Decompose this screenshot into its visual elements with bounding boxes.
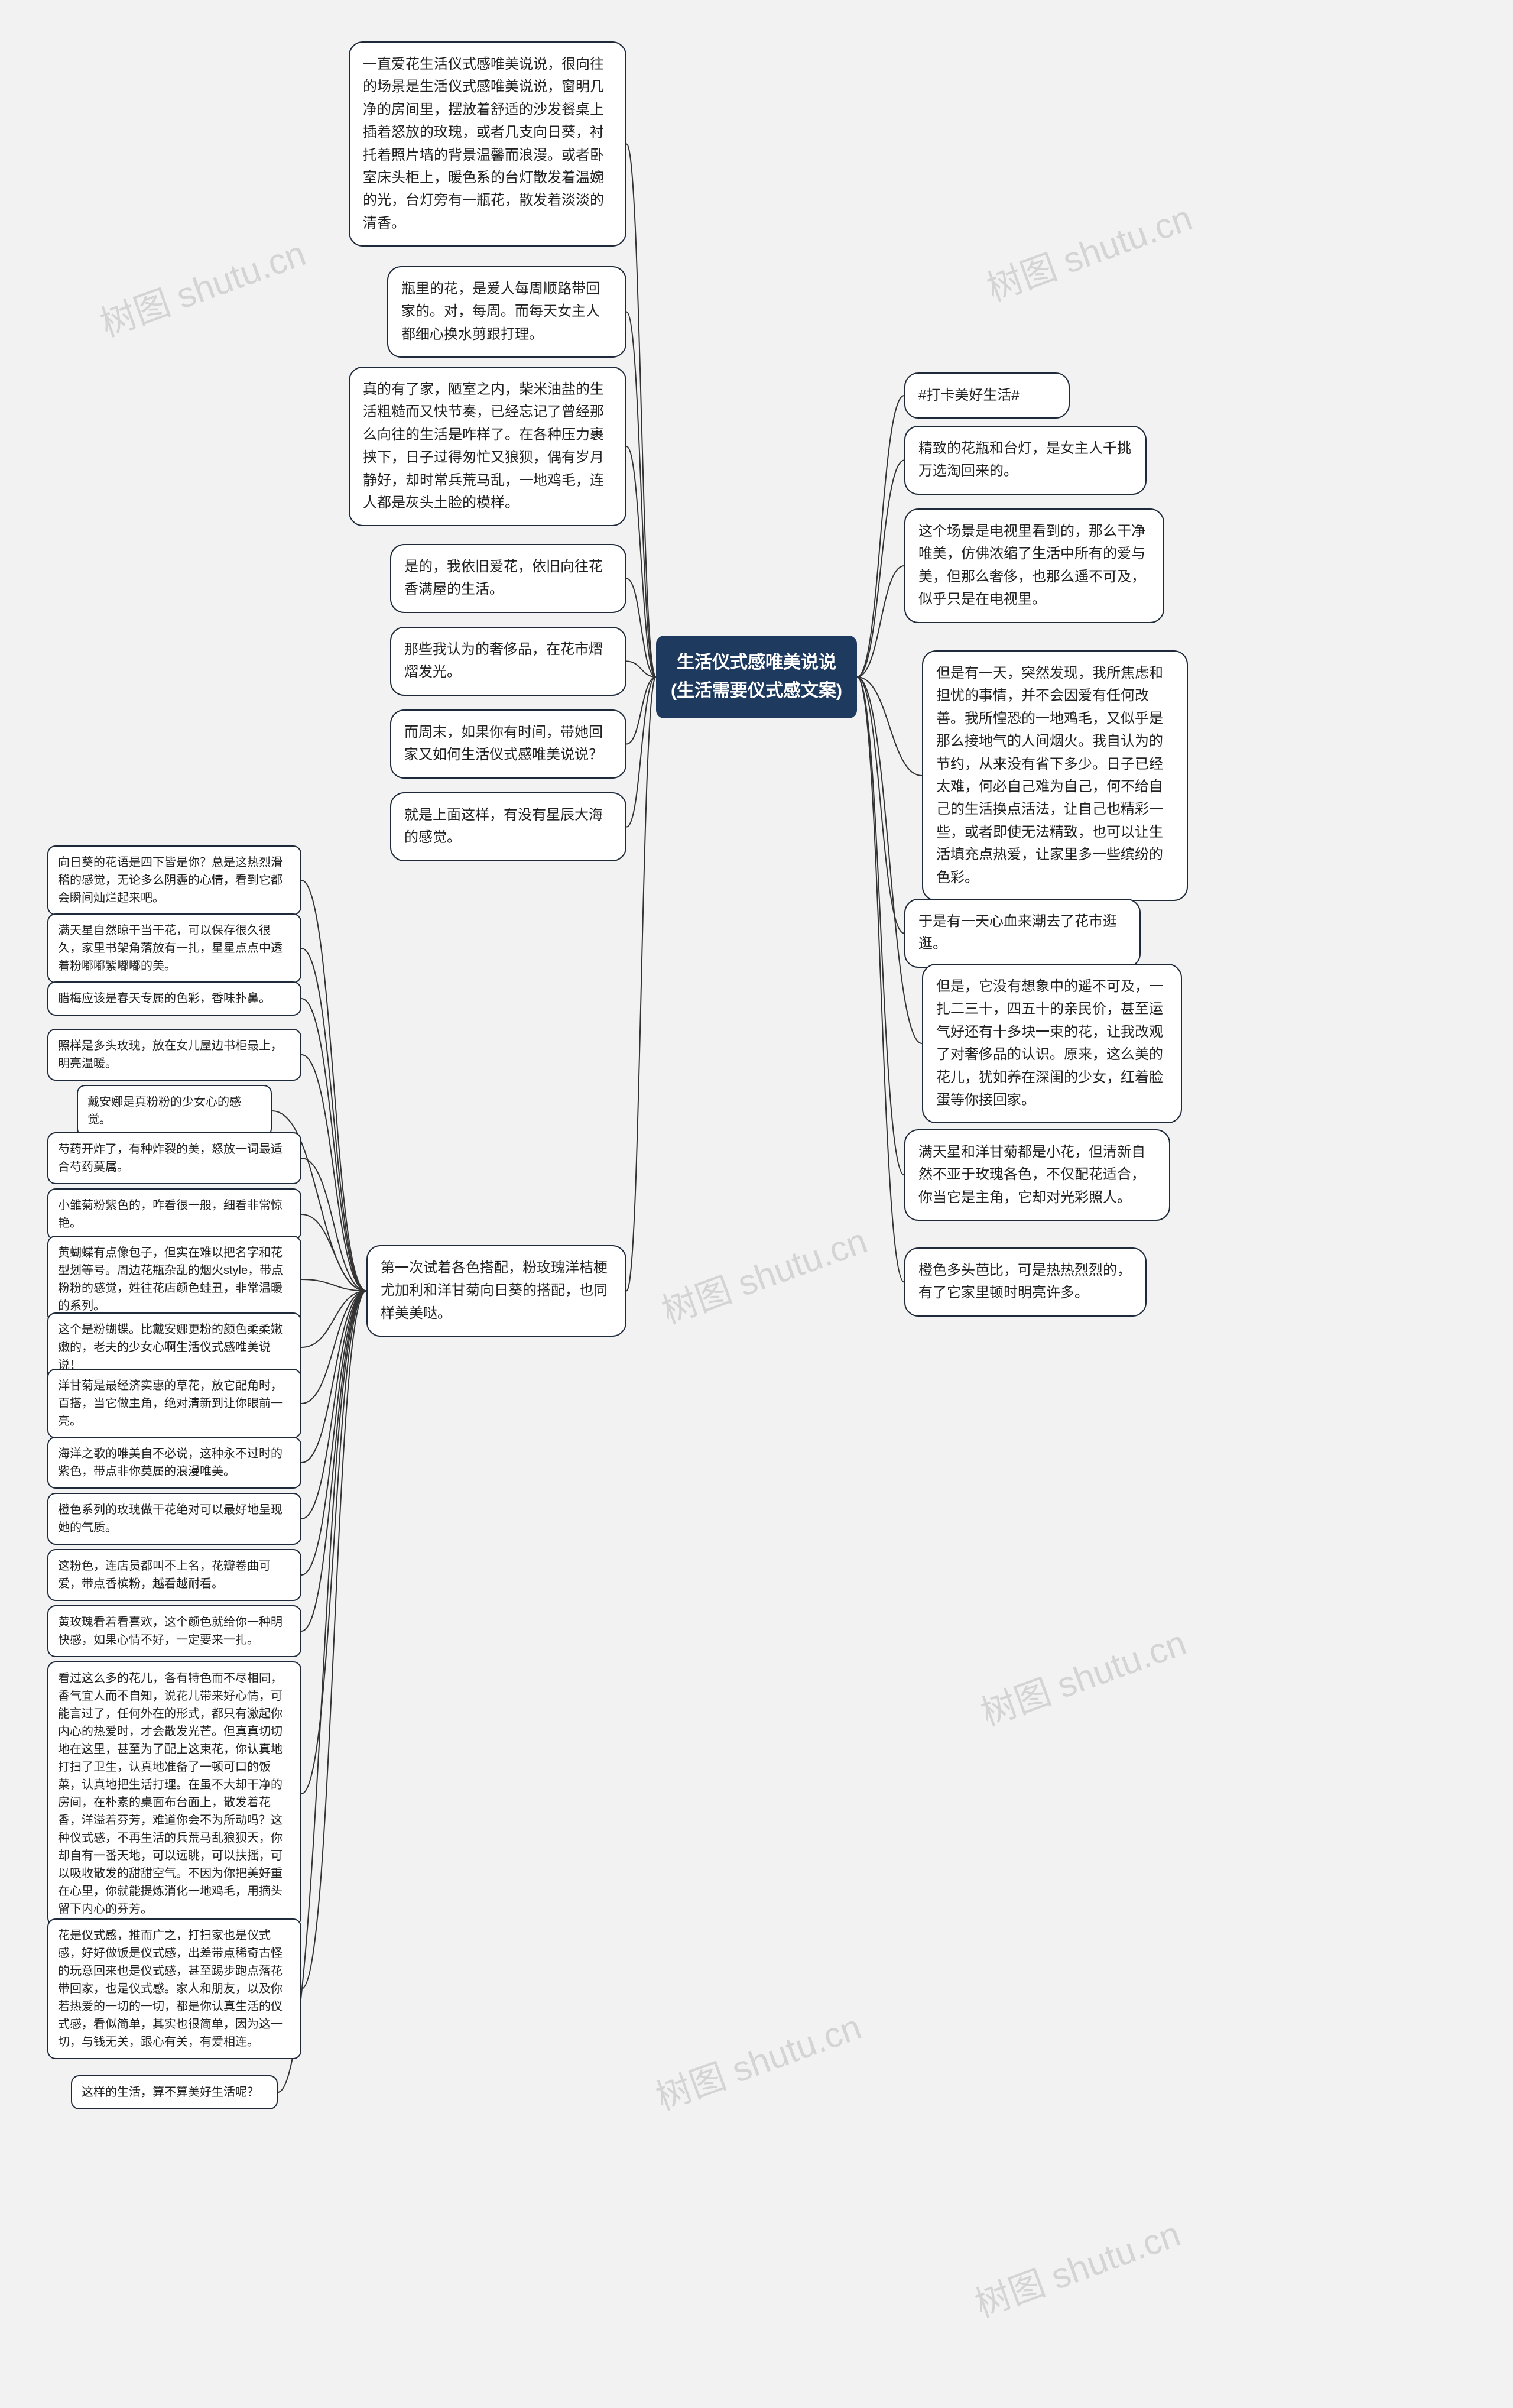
mindmap-node: 黄玫瑰看着看喜欢，这个颜色就给你一种明快感，如果心情不好，一定要来一扎。 — [47, 1605, 301, 1657]
mindmap-node: 真的有了家，陋室之内，柴米油盐的生活粗糙而又快节奏，已经忘记了曾经那么向往的生活… — [349, 367, 626, 526]
mindmap-node: 橙色系列的玫瑰做干花绝对可以最好地呈现她的气质。 — [47, 1493, 301, 1545]
mindmap-node: 那些我认为的奢侈品，在花市熠熠发光。 — [390, 627, 626, 696]
mindmap-node: 向日葵的花语是四下皆是你？总是这热烈滑稽的感觉，无论多么阴霾的心情，看到它都会瞬… — [47, 845, 301, 915]
mindmap-node: 一直爱花生活仪式感唯美说说，很向往的场景是生活仪式感唯美说说，窗明几净的房间里，… — [349, 41, 626, 247]
watermark: 树图 shutu.cn — [967, 2205, 1186, 2327]
mindmap-node: 黄蝴蝶有点像包子，但实在难以把名字和花型划等号。周边花瓶杂乱的烟火style，带… — [47, 1236, 301, 1323]
mindmap-node: 花是仪式感，推而广之，打扫家也是仪式感，好好做饭是仪式感，出差带点稀奇古怪的玩意… — [47, 1918, 301, 2059]
mindmap-node: 瓶里的花，是爱人每周顺路带回家的。对，每周。而每天女主人都细心换水剪跟打理。 — [387, 266, 626, 358]
mindmap-node: 就是上面这样，有没有星辰大海的感觉。 — [390, 792, 626, 861]
mindmap-node: 这粉色，连店员都叫不上名，花瓣卷曲可爱，带点香槟粉，越看越耐看。 — [47, 1549, 301, 1601]
mindmap-node: 满天星自然晾干当干花，可以保存很久很久，家里书架角落放有一扎，星星点点中透着粉嘟… — [47, 913, 301, 983]
mindmap-node: 看过这么多的花儿，各有特色而不尽相同，香气宜人而不自知，说花儿带来好心情，可能言… — [47, 1661, 301, 1926]
watermark: 树图 shutu.cn — [973, 1614, 1192, 1736]
watermark: 树图 shutu.cn — [979, 189, 1198, 311]
mindmap-root: 生活仪式感唯美说说(生活需要仪式感文案) — [656, 636, 857, 718]
watermark: 树图 shutu.cn — [92, 225, 311, 346]
mindmap-node: 橙色多头芭比，可是热热烈烈的，有了它家里顿时明亮许多。 — [904, 1247, 1147, 1317]
mindmap-node: #打卡美好生活# — [904, 372, 1070, 419]
mindmap-node: 于是有一天心血来潮去了花市逛逛。 — [904, 899, 1141, 968]
mindmap-node: 但是，它没有想象中的遥不可及，一扎二三十，四五十的亲民价，甚至运气好还有十多块一… — [922, 964, 1182, 1123]
mindmap-node: 海洋之歌的唯美自不必说，这种永不过时的紫色，带点非你莫属的浪漫唯美。 — [47, 1437, 301, 1489]
mindmap-node: 洋甘菊是最经济实惠的草花，放它配角时，百搭，当它做主角，绝对清新到让你眼前一亮。 — [47, 1369, 301, 1438]
mindmap-node: 戴安娜是真粉粉的少女心的感觉。 — [77, 1085, 272, 1137]
watermark: 树图 shutu.cn — [648, 1998, 867, 2120]
mindmap-node: 这个场景是电视里看到的，那么干净唯美，仿佛浓缩了生活中所有的爱与美，但那么奢侈，… — [904, 508, 1164, 623]
mindmap-node: 满天星和洋甘菊都是小花，但清新自然不亚于玫瑰各色，不仅配花适合，你当它是主角，它… — [904, 1129, 1170, 1221]
mindmap-node: 芍药开炸了，有种炸裂的美，怒放一词最适合芍药莫属。 — [47, 1132, 301, 1184]
mindmap-node: 腊梅应该是春天专属的色彩，香味扑鼻。 — [47, 981, 301, 1016]
mindmap-node: 是的，我依旧爱花，依旧向往花香满屋的生活。 — [390, 544, 626, 613]
mindmap-node: 小雏菊粉紫色的，咋看很一般，细看非常惊艳。 — [47, 1188, 301, 1240]
mindmap-node: 而周末，如果你有时间，带她回家又如何生活仪式感唯美说说？ — [390, 709, 626, 779]
watermark: 树图 shutu.cn — [654, 1212, 873, 1334]
mindmap-canvas: 生活仪式感唯美说说(生活需要仪式感文案) 一直爱花生活仪式感唯美说说，很向往的场景… — [0, 0, 1513, 2408]
mindmap-node: 但是有一天，突然发现，我所焦虑和担忧的事情，并不会因爱有任何改善。我所惶恐的一地… — [922, 650, 1188, 901]
mindmap-node: 第一次试着各色搭配，粉玫瑰洋桔梗尤加利和洋甘菊向日葵的搭配，也同样美美哒。 — [366, 1245, 626, 1337]
mindmap-node: 精致的花瓶和台灯，是女主人千挑万选淘回来的。 — [904, 426, 1147, 495]
mindmap-node: 这样的生活，算不算美好生活呢？ — [71, 2075, 278, 2109]
mindmap-node: 照样是多头玫瑰，放在女儿屋边书柜最上，明亮温暖。 — [47, 1029, 301, 1081]
